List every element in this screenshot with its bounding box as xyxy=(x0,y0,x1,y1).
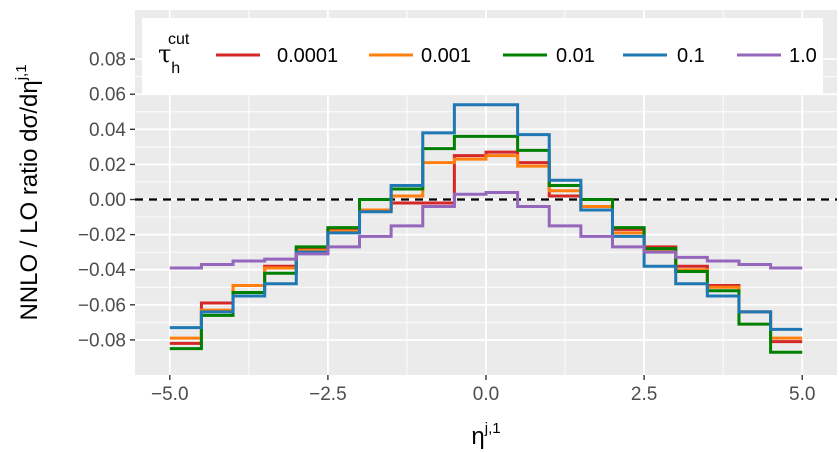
legend-title-sup: cut xyxy=(168,31,190,48)
series-line-3 xyxy=(169,103,803,331)
legend-title-sub: h xyxy=(171,60,180,77)
series-layer xyxy=(169,103,803,354)
legend-title: τh xyxy=(158,40,180,77)
y-tick-label: −0.08 xyxy=(78,330,126,351)
y-tick-label: 0.06 xyxy=(89,85,126,106)
legend-label-3: 0.1 xyxy=(677,45,705,67)
y-tick-label: −0.06 xyxy=(78,295,126,316)
y-tick-label: 0.04 xyxy=(89,120,126,141)
legend-items: 0.0001 0.001 0.01 0.1 1.0 xyxy=(216,45,817,67)
y-axis-title-main: NNLO / LO ratio dσ/dη xyxy=(16,80,43,320)
legend-item-0: 0.0001 xyxy=(216,45,338,67)
legend-item-1: 0.001 xyxy=(369,45,471,67)
legend-label-0: 0.0001 xyxy=(277,45,338,67)
series-line-2 xyxy=(169,134,803,354)
legend-item-2: 0.01 xyxy=(503,45,595,67)
x-axis: −5.0 −2.5 0.0 2.5 5.0 xyxy=(151,375,815,405)
y-tick-label: 0.08 xyxy=(89,50,126,71)
x-axis-title: ηj,1 xyxy=(471,420,500,450)
legend-title-main: τ xyxy=(158,40,171,68)
x-tick-label: 2.5 xyxy=(631,384,657,405)
series-line-0 xyxy=(169,150,803,345)
x-tick-label: −5.0 xyxy=(151,384,189,405)
x-axis-title-sup: j,1 xyxy=(484,420,501,437)
y-tick-label: 0.02 xyxy=(89,155,126,176)
y-tick-label: −0.02 xyxy=(78,225,126,246)
y-axis-title-sup: j,1 xyxy=(13,64,30,81)
y-axis: −0.08 −0.06 −0.04 −0.02 0.00 0.02 0.04 0.06 0.08 xyxy=(78,50,135,351)
x-axis-title-main: η xyxy=(471,423,484,450)
series-line-4 xyxy=(169,191,803,270)
y-tick-label: 0.00 xyxy=(89,190,126,211)
y-tick-label: −0.04 xyxy=(78,260,127,281)
x-tick-label: 5.0 xyxy=(789,384,815,405)
legend-label-2: 0.01 xyxy=(556,45,595,67)
legend-label-4: 1.0 xyxy=(789,45,817,67)
x-tick-label: 0.0 xyxy=(473,384,499,405)
y-axis-title: NNLO / LO ratio dσ/dηj,1 xyxy=(13,64,43,320)
x-tick-label: −2.5 xyxy=(309,384,347,405)
legend: τh cut 0.0001 0.001 0.01 0.1 1.0 xyxy=(142,18,823,95)
series-line-1 xyxy=(169,154,803,340)
legend-item-4: 1.0 xyxy=(737,45,817,67)
legend-label-1: 0.001 xyxy=(421,45,471,67)
legend-item-3: 0.1 xyxy=(623,45,705,67)
